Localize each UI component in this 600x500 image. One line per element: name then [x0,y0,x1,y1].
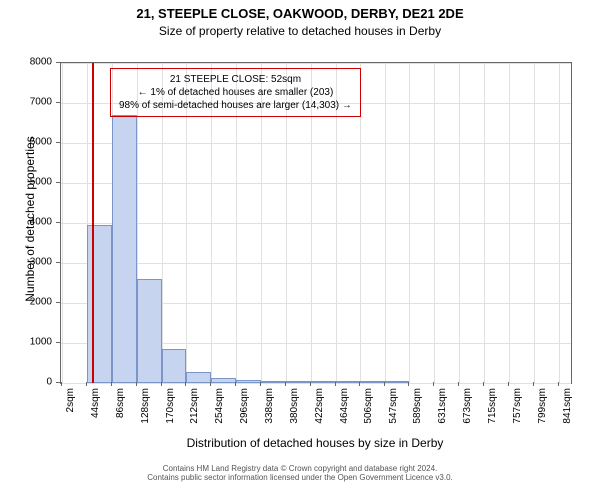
y-tick-label: 7000 [0,97,52,108]
x-tick-label: 841sqm [562,388,573,424]
gridline-v [62,63,63,383]
x-tick-label: 799sqm [537,388,548,424]
y-tick-label: 1000 [0,337,52,348]
annotation-box: 21 STEEPLE CLOSE: 52sqm ← 1% of detached… [110,68,361,117]
x-tick-label: 2sqm [65,388,76,412]
histogram-bar [112,115,137,383]
gridline-v [559,63,560,383]
histogram-bar [360,381,384,383]
gridline-v [409,63,410,383]
x-tick-label: 128sqm [140,388,151,424]
gridline-v [434,63,435,383]
histogram-bar [236,380,261,383]
x-tick-label: 757sqm [512,388,523,424]
x-tick-label: 170sqm [165,388,176,424]
y-tick-label: 5000 [0,177,52,188]
y-tick-label: 3000 [0,257,52,268]
x-tick-label: 464sqm [339,388,350,424]
annotation-line: 21 STEEPLE CLOSE: 52sqm [119,73,352,86]
histogram-bar [186,372,211,383]
x-tick-label: 673sqm [462,388,473,424]
x-tick-label: 422sqm [314,388,325,424]
histogram-bar [162,349,187,383]
gridline-h [61,383,571,384]
footer: Contains HM Land Registry data © Crown c… [20,464,580,482]
histogram-bar [385,381,410,383]
histogram-bar [261,381,286,383]
subtitle: Size of property relative to detached ho… [0,24,600,38]
y-tick-label: 8000 [0,57,52,68]
x-tick-label: 212sqm [189,388,200,424]
x-tick-label: 44sqm [90,388,101,418]
y-tick-label: 2000 [0,297,52,308]
y-tick-label: 4000 [0,217,52,228]
gridline-v [385,63,386,383]
footer-line: Contains HM Land Registry data © Crown c… [20,464,580,473]
x-tick-label: 589sqm [412,388,423,424]
histogram-bar [87,225,112,383]
annotation-line: ← 1% of detached houses are smaller (203… [119,86,352,99]
x-tick-label: 506sqm [363,388,374,424]
gridline-v [509,63,510,383]
histogram-bar [336,381,361,383]
y-tick-label: 6000 [0,137,52,148]
marker-line [92,63,94,383]
gridline-v [459,63,460,383]
y-tick-label: 0 [0,377,52,388]
histogram-bar [137,279,162,383]
footer-line: Contains public sector information licen… [20,473,580,482]
chart-container: 21, STEEPLE CLOSE, OAKWOOD, DERBY, DE21 … [0,0,600,500]
x-tick-label: 631sqm [437,388,448,424]
x-tick-label: 254sqm [214,388,225,424]
x-tick-label: 86sqm [115,388,126,418]
x-tick-label: 338sqm [264,388,275,424]
page-title: 21, STEEPLE CLOSE, OAKWOOD, DERBY, DE21 … [0,6,600,21]
histogram-bar [311,381,336,383]
histogram-bar [286,381,311,383]
x-tick-label: 296sqm [239,388,250,424]
gridline-v [534,63,535,383]
x-tick-label: 380sqm [289,388,300,424]
x-tick-label: 715sqm [487,388,498,424]
x-axis-label: Distribution of detached houses by size … [60,436,570,450]
annotation-line: 98% of semi-detached houses are larger (… [119,99,352,112]
x-tick-label: 547sqm [388,388,399,424]
gridline-v [484,63,485,383]
histogram-bar [211,378,236,383]
